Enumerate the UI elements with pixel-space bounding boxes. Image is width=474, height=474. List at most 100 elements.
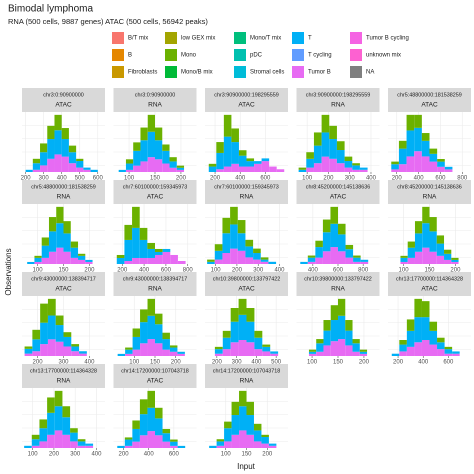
strip-label: chr9:43000000:138394717 [123,276,187,282]
histogram-bar [125,169,134,172]
histogram-bar [85,259,93,262]
histogram-bar [253,423,262,431]
histogram-bar [316,351,324,356]
histogram-bar [54,114,62,131]
strip-label: chr14:17200000:107043718 [121,368,188,374]
histogram-bar [223,136,232,167]
histogram-bar [55,341,64,356]
histogram-bar [391,169,399,172]
histogram-bar [245,257,254,264]
strip [296,272,380,296]
histogram-bar [207,259,215,262]
histogram-bar [231,128,239,143]
histogram-bar [421,301,430,318]
histogram-bar [238,166,247,172]
histogram-bar [169,345,178,348]
strip-label: RNA [240,378,254,385]
histogram-bar [330,247,338,264]
strip-label: chr14:17200000:107043718 [213,368,280,374]
legend-label: B/T mix [128,36,148,42]
histogram-bar [24,445,32,448]
strip-label: ATAC [330,194,347,201]
histogram-bar [308,353,317,356]
histogram-bar [214,353,223,356]
histogram-bar [85,261,93,264]
histogram-bar [437,349,445,356]
histogram-bar [300,261,308,264]
histogram-bar [429,148,438,154]
histogram-bar [216,169,224,172]
histogram-bar [253,248,261,254]
histogram-bar [155,127,163,141]
x-tick-label: 200 [33,360,44,366]
histogram-bar [124,239,133,261]
histogram-bar [169,161,177,168]
histogram-bar [298,167,307,170]
x-tick-label: 200 [359,360,370,366]
histogram-bar [444,353,453,356]
strip-label: chr9:43000000:138394717 [31,276,95,282]
legend-swatch [112,32,124,44]
histogram-bar [268,443,277,446]
histogram-bar [155,435,163,448]
histogram-bar [315,247,323,258]
histogram-bar [222,349,231,356]
histogram-bar [261,434,269,438]
histogram-bar [162,441,171,448]
histogram-bar [222,337,231,350]
x-tick-label: 300 [58,360,69,366]
histogram-bar [177,445,186,448]
histogram-bar [230,321,239,343]
histogram-bar [54,130,62,155]
histogram-bar [214,349,223,354]
x-tick-label: 200 [21,176,32,182]
histogram-bar [70,441,78,448]
x-tick-label: 500 [75,176,86,182]
x-tick-label: 400 [84,360,95,366]
strip-label: RNA [331,102,345,109]
x-tick-label: 300 [39,176,50,182]
histogram-bar [216,445,225,448]
histogram-bar [170,445,178,448]
histogram-bar [132,428,140,442]
histogram-bar [68,152,77,164]
strip-label: chr8:45200000:145138636 [397,184,461,190]
histogram-bar [316,343,324,352]
histogram-bar [47,139,55,159]
histogram-bar [436,255,445,264]
legend-swatch [165,49,177,61]
histogram-bar [414,114,422,128]
histogram-bar [353,255,361,258]
histogram-bar [78,253,86,256]
histogram-bar [40,152,48,166]
histogram-bar [451,259,459,262]
histogram-bar [124,437,133,440]
histogram-bar [306,158,314,168]
histogram-bar [330,320,338,342]
strip-label: ATAC [55,286,72,293]
legend-label: NA [366,70,374,76]
histogram-bar [147,390,155,408]
histogram-bar [237,220,246,234]
histogram-bar [338,251,346,264]
histogram-bar [239,430,247,448]
histogram-bar [132,349,141,356]
histogram-bar [406,130,415,157]
histogram-bar [47,434,55,448]
histogram-bar [451,257,459,260]
histogram-bar [254,163,262,172]
histogram-bar [353,257,361,262]
histogram-bar [345,249,354,258]
histogram-bar [359,349,368,352]
x-tick-label: 300 [345,176,356,182]
histogram-bar [246,158,255,162]
x-tick-label: 400 [144,452,155,458]
histogram-bar [169,167,177,172]
histogram-bar [429,321,438,331]
histogram-bar [132,336,141,350]
histogram-bar [140,161,148,172]
histogram-bar [132,227,140,258]
histogram-bar [40,322,48,345]
histogram-bar [83,169,91,172]
histogram-bar [162,251,171,264]
